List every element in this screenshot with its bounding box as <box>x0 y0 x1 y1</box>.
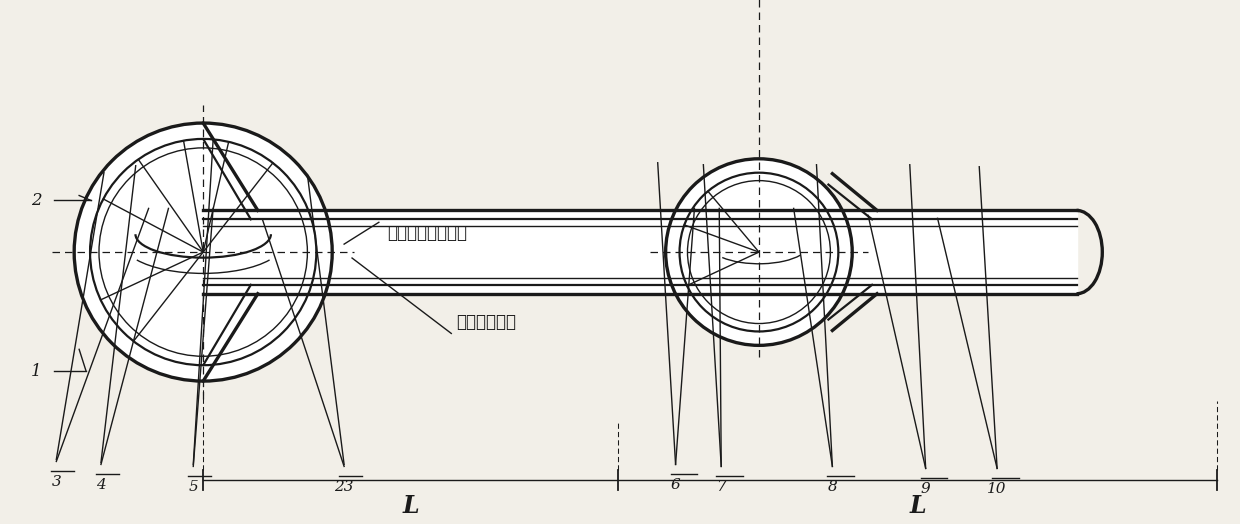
Text: 23: 23 <box>335 481 353 494</box>
Text: 服务横道水平轴线: 服务横道水平轴线 <box>387 224 466 242</box>
Text: 6: 6 <box>671 478 681 493</box>
Text: 7: 7 <box>717 481 727 494</box>
Text: 主隆道中心线: 主隆道中心线 <box>456 313 516 332</box>
Text: 3: 3 <box>51 475 61 489</box>
Text: 8: 8 <box>827 481 837 494</box>
Text: 10: 10 <box>987 482 1007 496</box>
Text: L: L <box>402 494 419 518</box>
Bar <box>203 211 1076 294</box>
Circle shape <box>74 123 332 381</box>
Circle shape <box>666 159 852 345</box>
Text: 4: 4 <box>95 478 105 493</box>
Text: 1: 1 <box>31 363 42 380</box>
Text: 5: 5 <box>188 481 198 494</box>
Text: L: L <box>909 494 926 518</box>
Text: 9: 9 <box>921 482 930 496</box>
Text: 2: 2 <box>31 192 42 209</box>
